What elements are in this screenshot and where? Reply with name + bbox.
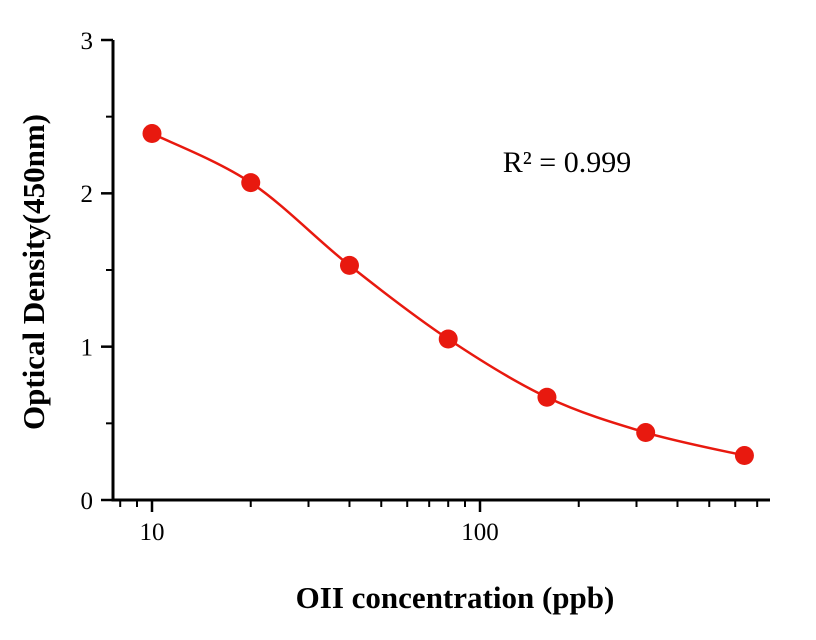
r-squared-annotation: R² = 0.999 xyxy=(502,146,632,179)
y-tick-label: 3 xyxy=(81,28,94,55)
axes xyxy=(111,40,770,502)
data-point xyxy=(734,446,754,466)
data-point xyxy=(438,329,458,349)
fit-curve xyxy=(151,132,745,457)
data-point xyxy=(142,124,162,144)
y-tick-label: 1 xyxy=(81,334,94,361)
y-tick-label: 0 xyxy=(81,488,94,515)
data-point xyxy=(339,255,359,275)
x-tick-label: 100 xyxy=(461,519,499,546)
data-point xyxy=(537,387,557,407)
y-tick-label: 2 xyxy=(81,181,94,208)
data-point xyxy=(636,423,656,443)
y-ticks: 0 1 2 3 xyxy=(81,28,113,515)
data-point xyxy=(241,173,261,193)
x-axis-title: OII concentration (ppb) xyxy=(295,580,615,615)
x-tick-label: 10 xyxy=(140,519,165,546)
x-ticks: 10 100 xyxy=(119,500,759,546)
series-oii-standard-curve xyxy=(142,124,754,466)
y-axis-title: Optical Density(450nm) xyxy=(16,113,51,431)
